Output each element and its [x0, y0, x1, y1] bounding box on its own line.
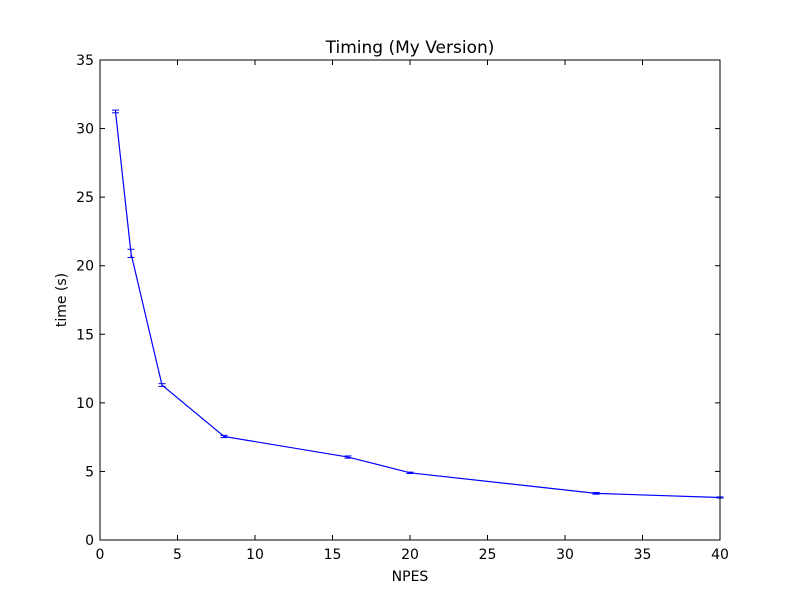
x-tick-label: 30 — [556, 547, 574, 563]
y-tick-label: 0 — [85, 533, 94, 549]
y-tick-label: 5 — [85, 464, 94, 480]
ticks-layer: 0 5 10 15 20 25 30 35 40 0 5 10 15 20 25 30 35 — [76, 53, 729, 563]
y-tick-label: 35 — [76, 53, 94, 69]
error-bar — [406, 471, 414, 474]
error-bar — [220, 434, 228, 439]
y-tick-label: 30 — [76, 122, 94, 138]
x-tick-label: 0 — [96, 547, 105, 563]
x-tick-label: 40 — [711, 547, 729, 563]
error-bar — [158, 383, 166, 387]
y-axis-label: time (s) — [54, 273, 70, 327]
error-bar — [112, 109, 119, 114]
y-tick-label: 15 — [76, 327, 94, 343]
series-layer — [112, 109, 724, 499]
chart-title: Timing (My Version) — [325, 38, 495, 58]
series-line — [114, 111, 721, 499]
y-tick-label: 25 — [76, 190, 94, 206]
y-tick-label: 10 — [76, 396, 94, 412]
error-bar — [592, 492, 600, 495]
x-tick-label: 20 — [401, 547, 419, 563]
x-tick-label: 5 — [173, 547, 182, 563]
error-bar — [344, 455, 352, 459]
x-tick-label: 35 — [634, 547, 652, 563]
x-tick-label: 15 — [324, 547, 342, 563]
x-tick-label: 10 — [246, 547, 264, 563]
plot-frame — [99, 59, 721, 541]
x-axis-label: NPES — [392, 569, 429, 585]
y-tick-label: 20 — [76, 259, 94, 275]
error-bar — [127, 248, 135, 258]
x-tick-label: 25 — [479, 547, 497, 563]
